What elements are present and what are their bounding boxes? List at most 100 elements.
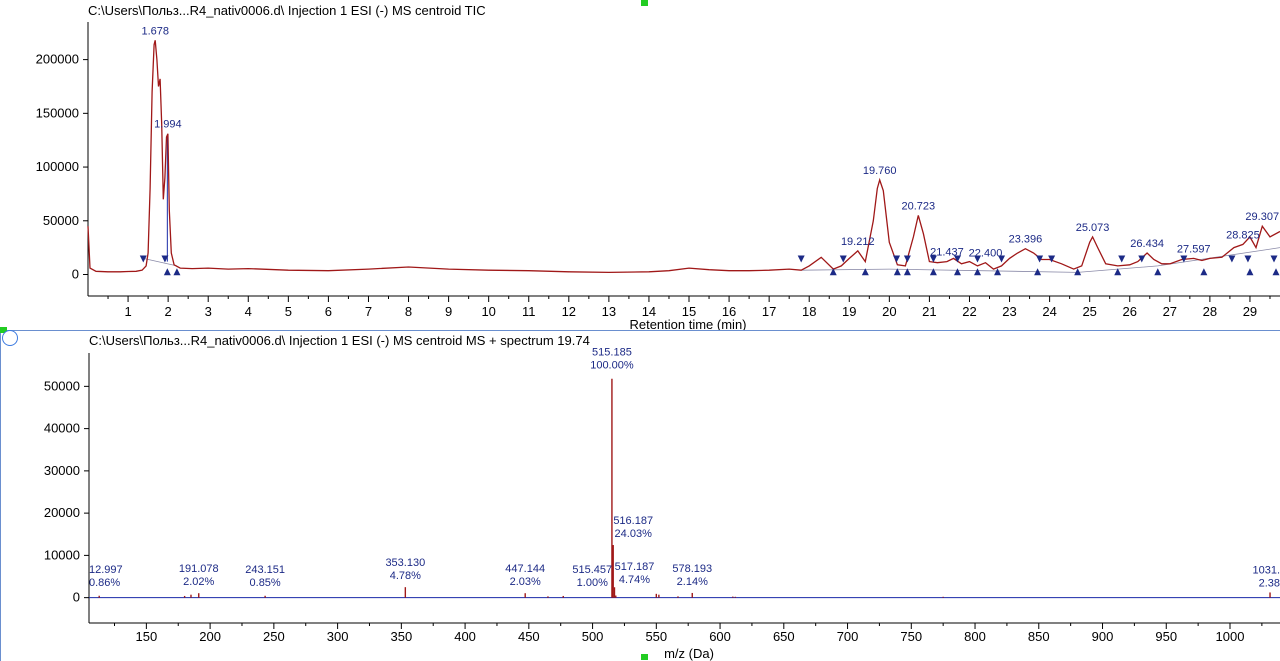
ms-peak-percent-label: 4.78% bbox=[390, 570, 421, 582]
tic-peak-label: 22.400 bbox=[969, 248, 1003, 260]
tic-y-tick-label: 200000 bbox=[36, 52, 79, 67]
tic-peak-end-marker bbox=[893, 268, 901, 276]
ms-y-tick-label: 10000 bbox=[44, 547, 80, 562]
tic-peak-end-marker bbox=[1114, 268, 1122, 276]
tic-x-tick-label: 22 bbox=[962, 304, 976, 319]
ms-peak-percent-label: 2.02% bbox=[183, 576, 214, 588]
ms-x-tick-label: 850 bbox=[1028, 629, 1050, 644]
tic-x-tick-label: 12 bbox=[562, 304, 576, 319]
ms-peak-mz-label: 517.187 bbox=[615, 561, 655, 573]
tic-y-tick-label: 50000 bbox=[43, 213, 79, 228]
ms-y-tick-label: 50000 bbox=[44, 378, 80, 393]
tic-chart-panel: C:\Users\Польз...R4_nativ0006.d\ Injecti… bbox=[0, 0, 1280, 330]
tic-x-tick-label: 18 bbox=[802, 304, 816, 319]
tic-x-tick-label: 1 bbox=[124, 304, 131, 319]
tic-peak-end-marker bbox=[1034, 268, 1042, 276]
tic-peak-start-marker bbox=[1244, 255, 1252, 263]
tic-peak-label: 19.760 bbox=[863, 165, 897, 177]
tic-peak-start-marker bbox=[1118, 255, 1126, 263]
tic-peak-end-marker bbox=[994, 268, 1002, 276]
tic-peak-start-marker bbox=[161, 255, 169, 263]
top-resize-handle[interactable] bbox=[641, 0, 648, 6]
tic-peak-end-marker bbox=[953, 268, 961, 276]
ms-peak-mz-label: 578.193 bbox=[672, 563, 712, 575]
tic-peak-start-marker bbox=[797, 255, 805, 263]
tic-x-tick-label: 5 bbox=[285, 304, 292, 319]
ms-peak-mz-label: 1031. bbox=[1252, 564, 1280, 576]
tic-y-tick-label: 0 bbox=[72, 267, 79, 282]
ms-peak-percent-label: 0.86% bbox=[89, 577, 120, 589]
bottom-resize-handle[interactable] bbox=[641, 654, 648, 660]
ms-peak-mz-label: 515.185 bbox=[592, 347, 632, 359]
tic-x-tick-label: 3 bbox=[205, 304, 212, 319]
tic-peak-start-marker bbox=[1270, 255, 1278, 263]
tic-peak-label: 1.994 bbox=[154, 119, 182, 131]
tic-chart: C:\Users\Польз...R4_nativ0006.d\ Injecti… bbox=[36, 3, 1280, 330]
tic-x-tick-label: 9 bbox=[445, 304, 452, 319]
ms-peak-percent-label: 2.03% bbox=[510, 576, 541, 588]
tic-x-tick-label: 2 bbox=[165, 304, 172, 319]
tic-peak-end-marker bbox=[903, 268, 911, 276]
ms-x-tick-label: 400 bbox=[454, 629, 476, 644]
tic-fit-baseline bbox=[143, 258, 178, 267]
tic-x-tick-label: 15 bbox=[682, 304, 696, 319]
tic-x-tick-label: 21 bbox=[922, 304, 936, 319]
tic-peak-label: 28.825 bbox=[1226, 229, 1260, 241]
ms-x-tick-label: 200 bbox=[199, 629, 221, 644]
ms-y-tick-label: 0 bbox=[73, 590, 80, 605]
tic-x-tick-label: 10 bbox=[481, 304, 495, 319]
tic-peak-end-marker bbox=[829, 268, 837, 276]
ms-y-tick-label: 30000 bbox=[44, 463, 80, 478]
panel-rotate-handle[interactable] bbox=[2, 330, 18, 346]
ms-chart-title: C:\Users\Польз...R4_nativ0006.d\ Injecti… bbox=[89, 333, 590, 348]
ms-x-tick-label: 1000 bbox=[1216, 629, 1245, 644]
tic-y-tick-label: 100000 bbox=[36, 159, 79, 174]
ms-x-tick-label: 250 bbox=[263, 629, 285, 644]
tic-peak-label: 19.212 bbox=[841, 236, 875, 248]
ms-x-axis-label: m/z (Da) bbox=[664, 646, 714, 661]
tic-x-tick-label: 16 bbox=[722, 304, 736, 319]
tic-peak-end-marker bbox=[1246, 268, 1254, 276]
ms-x-tick-label: 550 bbox=[645, 629, 667, 644]
ms-x-tick-label: 950 bbox=[1155, 629, 1177, 644]
tic-peak-start-marker bbox=[1180, 255, 1188, 263]
tic-peak-label: 1.678 bbox=[141, 25, 169, 37]
tic-x-tick-label: 17 bbox=[762, 304, 776, 319]
ms-x-tick-label: 600 bbox=[709, 629, 731, 644]
tic-x-tick-label: 6 bbox=[325, 304, 332, 319]
tic-peak-start-marker bbox=[1036, 255, 1044, 263]
tic-peak-label: 21.437 bbox=[930, 247, 964, 259]
tic-peak-end-marker bbox=[973, 268, 981, 276]
ms-peak-mz-label: 12.997 bbox=[89, 564, 123, 576]
tic-peak-start-marker bbox=[139, 255, 147, 263]
tic-peak-start-marker bbox=[1228, 255, 1236, 263]
tic-x-tick-label: 23 bbox=[1002, 304, 1016, 319]
tic-peak-end-marker bbox=[929, 268, 937, 276]
tic-peak-start-marker bbox=[973, 255, 981, 263]
tic-x-tick-label: 11 bbox=[522, 304, 536, 319]
left-resize-handle[interactable] bbox=[0, 327, 7, 333]
tic-peak-start-marker bbox=[998, 255, 1006, 263]
ms-peak-mz-label: 191.078 bbox=[179, 563, 219, 575]
tic-peak-end-marker bbox=[163, 268, 171, 276]
tic-x-tick-label: 29 bbox=[1243, 304, 1257, 319]
tic-y-tick-label: 150000 bbox=[36, 105, 79, 120]
ms-x-tick-label: 150 bbox=[136, 629, 158, 644]
ms-x-tick-label: 800 bbox=[964, 629, 986, 644]
tic-x-tick-label: 13 bbox=[602, 304, 616, 319]
ms-peak-percent-label: 2.14% bbox=[677, 576, 708, 588]
tic-x-tick-label: 25 bbox=[1082, 304, 1096, 319]
ms-x-tick-label: 350 bbox=[390, 629, 412, 644]
ms-peak-mz-label: 515.457 bbox=[572, 564, 612, 576]
ms-peak-mz-label: 243.151 bbox=[245, 564, 285, 576]
ms-peak-percent-label: 24.03% bbox=[615, 528, 653, 540]
tic-x-tick-label: 8 bbox=[405, 304, 412, 319]
ms-x-tick-label: 900 bbox=[1092, 629, 1114, 644]
ms-peak-percent-label: 4.74% bbox=[619, 574, 650, 586]
ms-y-tick-label: 40000 bbox=[44, 421, 80, 436]
ms-peak-percent-label: 100.00% bbox=[590, 360, 634, 372]
tic-peak-label: 27.597 bbox=[1177, 243, 1211, 255]
tic-x-tick-label: 26 bbox=[1123, 304, 1137, 319]
ms-peak-mz-label: 353.130 bbox=[385, 557, 425, 569]
tic-peak-end-marker bbox=[1272, 268, 1280, 276]
